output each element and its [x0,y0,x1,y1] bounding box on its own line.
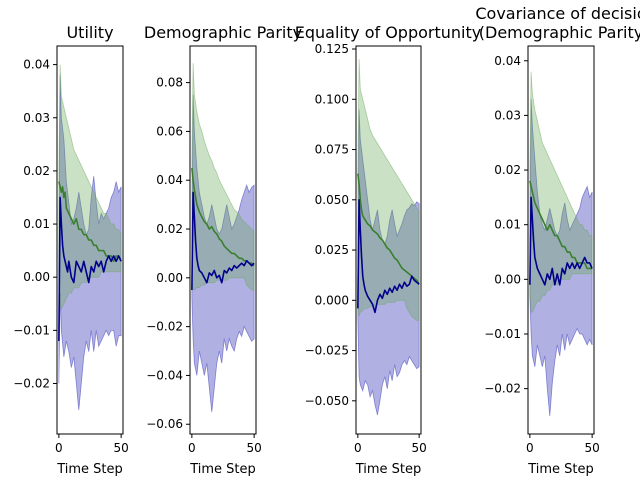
plot-area [58,64,122,411]
x-tick-label: 0 [526,441,534,455]
y-tick-label: −0.02 [146,320,183,334]
y-tick-label: −0.06 [146,417,183,431]
subplot-3: −0.050 −0.025 0.000 0.025 0.050 0.075 0.100 0.1… [295,23,481,477]
y-tick-label: −0.01 [484,327,521,341]
green-mean-line [357,173,420,285]
y-tick-label: 0.02 [494,163,521,177]
y-tick-label: 0.000 [315,293,349,307]
subplot-title: Demographic Parity [144,23,302,42]
y-tick-label: 0.02 [23,164,50,178]
y-tick-label: 0.025 [315,243,349,257]
y-tick-label: 0.06 [156,124,183,138]
y-tick-label: 0.00 [23,270,50,284]
plot-area [529,71,593,417]
y-tick-label: 0.00 [494,272,521,286]
green-confidence-band [191,63,255,291]
y-tick-label: 0.08 [156,76,183,90]
blue-mean-line [357,198,420,314]
y-tick-label: −0.02 [13,377,50,391]
y-tick-label: −0.02 [484,382,521,396]
y-tick-label: 0.125 [315,42,349,56]
green-mean-line [191,167,255,267]
y-tick-label: 0.01 [23,217,50,231]
x-tick-label: 0 [188,441,196,455]
x-tick-label: 50 [113,441,128,455]
y-tick-label: 0.01 [494,218,521,232]
y-tick-label: −0.025 [305,344,349,358]
y-tick-label: 0.050 [315,193,349,207]
blue-confidence-band [529,98,593,417]
blue-confidence-band [191,94,255,413]
axes-frame [189,45,257,435]
y-tick-label: 0.02 [156,222,183,236]
x-axis-label: Time Step [355,462,422,477]
y-tick-label: −0.01 [13,323,50,337]
green-confidence-band [529,71,593,313]
plot-area [191,63,255,413]
subplot-2: −0.06 −0.04 −0.02 0.00 0.02 0.04 0.06 0.08 0 50 Ti… [144,23,302,477]
y-tick-label: 0.04 [494,54,521,68]
y-tick-label: 0.03 [23,111,50,125]
x-tick-label: 50 [584,441,599,455]
subplot-title: Utility [66,23,113,42]
y-tick-label: 0.04 [156,173,183,187]
x-tick-label: 0 [354,441,362,455]
subplot-1: −0.02 −0.01 0.00 0.01 0.02 0.03 0.04 0 50 Time St… [13,23,129,477]
blue-confidence-band [58,75,122,411]
blue-confidence-band [357,109,420,415]
x-axis-label: Time Step [189,462,256,477]
y-tick-label: 0.00 [156,271,183,285]
green-confidence-band [58,64,122,311]
x-axis-label: Time Step [527,462,594,477]
axes-frame [56,45,124,435]
blue-mean-line [529,196,593,286]
plot-area [357,59,420,415]
y-tick-label: 0.04 [23,58,50,72]
y-tick-label: −0.050 [305,394,349,408]
x-axis-label: Time Step [56,462,123,477]
axes-frame [355,45,422,435]
blue-mean-line [191,191,255,291]
x-tick-label: 50 [246,441,261,455]
y-tick-label: 0.03 [494,108,521,122]
subplot-title: Covariance of decisio (Demographic Parity [475,4,640,42]
y-tick-label: 0.100 [315,92,349,106]
green-confidence-band [357,59,420,321]
y-tick-label: 0.075 [315,143,349,157]
subplot-title: Equality of Opportunity [295,23,481,42]
x-tick-label: 50 [412,441,427,455]
green-mean-line [529,180,593,270]
subplot-4: −0.02 −0.01 0.00 0.01 0.02 0.03 0.04 0 50 Time St… [475,4,640,477]
blue-mean-line [58,196,122,341]
axes-frame [527,45,595,435]
x-tick-label: 0 [55,441,63,455]
y-tick-label: −0.04 [146,368,183,382]
